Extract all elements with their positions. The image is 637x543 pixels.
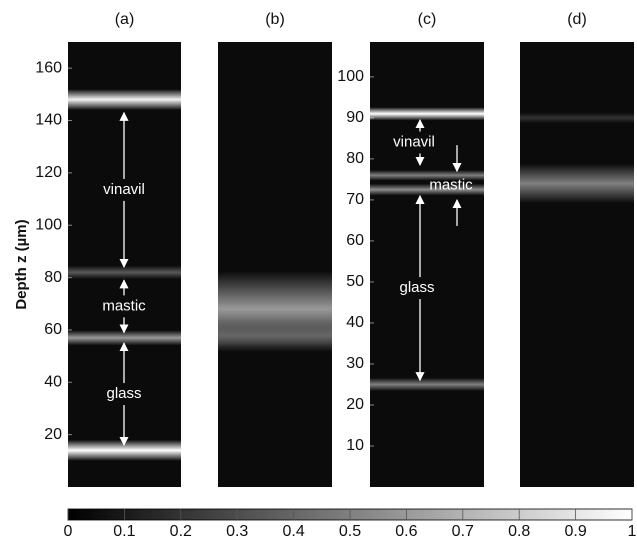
panel-title: (b) [265, 11, 285, 28]
annotation-label: mastic [429, 177, 473, 194]
intensity-band [218, 318, 332, 352]
annotation-label: vinavil [103, 181, 145, 198]
y-tick-label: 20 [44, 426, 62, 443]
panel-title: (d) [567, 11, 587, 28]
y-tick-label: 40 [44, 374, 62, 391]
intensity-band [68, 265, 181, 280]
intensity-band [68, 89, 181, 111]
intensity-band [520, 163, 634, 204]
intensity-band [370, 170, 484, 181]
colorbar-tick-label: 0.5 [339, 523, 361, 538]
y-tick-label: 20 [346, 396, 364, 413]
y-tick-label: 70 [346, 191, 364, 208]
y-tick-label: 60 [346, 232, 364, 249]
annotation-label: mastic [102, 297, 146, 314]
colorbar-tick-label: 0 [64, 523, 73, 538]
y-axis-label: Depth z (µm) [13, 219, 30, 309]
y-tick-label: 40 [346, 314, 364, 331]
colorbar-tick-label: 1 [628, 523, 637, 538]
colorbar-tick-label: 0.6 [395, 523, 417, 538]
panel-title: (c) [418, 11, 437, 28]
intensity-band [68, 439, 181, 461]
y-tick-label: 60 [44, 321, 62, 338]
image-panel [520, 42, 634, 487]
y-tick-label: 100 [35, 216, 62, 233]
y-tick-label: 100 [337, 68, 364, 85]
y-tick-label: 80 [346, 150, 364, 167]
annotation-label: glass [106, 385, 141, 402]
y-tick-label: 120 [35, 164, 62, 181]
y-tick-label: 80 [44, 269, 62, 286]
annotation-label: vinavil [393, 133, 435, 150]
intensity-band [370, 183, 484, 196]
colorbar-tick-label: 0.2 [170, 523, 192, 538]
y-tick-label: 140 [35, 112, 62, 129]
intensity-band [68, 330, 181, 346]
y-tick-label: 160 [35, 59, 62, 76]
colorbar-tick-label: 0.7 [452, 523, 474, 538]
y-tick-label: 50 [346, 273, 364, 290]
y-tick-label: 10 [346, 437, 364, 454]
panel-title: (a) [115, 11, 135, 28]
image-panel [218, 42, 332, 487]
colorbar-tick-label: 0.4 [282, 523, 304, 538]
y-tick-label: 90 [346, 109, 364, 126]
colorbar-tick-label: 0.3 [226, 523, 248, 538]
intensity-band [520, 112, 634, 124]
colorbar-tick-label: 0.9 [564, 523, 586, 538]
y-tick-label: 30 [346, 355, 364, 372]
intensity-band [370, 377, 484, 392]
colorbar-tick-label: 0.8 [508, 523, 530, 538]
intensity-band [370, 107, 484, 121]
colorbar-tick-label: 0.1 [113, 523, 135, 538]
annotation-label: glass [399, 279, 434, 296]
